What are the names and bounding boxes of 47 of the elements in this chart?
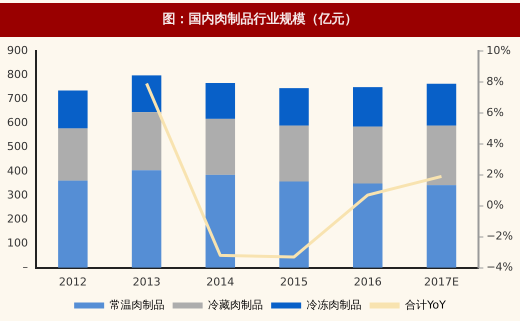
chart-title: 图：国内肉制品行业规模（亿元） xyxy=(0,3,520,37)
legend-label: 冷藏肉制品 xyxy=(208,298,264,312)
y2-tick-label: 2% xyxy=(486,168,504,181)
bar xyxy=(58,128,88,181)
bar xyxy=(206,174,236,268)
x-tick-label: 2016 xyxy=(354,275,382,288)
x-tick-label: 2015 xyxy=(280,275,308,288)
bar xyxy=(279,182,309,268)
y-tick-label: 600 xyxy=(6,116,28,130)
legend-label: 冷冻肉制品 xyxy=(306,298,362,312)
y-tick-label: 300 xyxy=(6,188,28,202)
bar xyxy=(426,84,456,126)
bar xyxy=(206,118,236,175)
y-tick-label: 500 xyxy=(6,140,28,154)
x-tick-label: 2014 xyxy=(206,275,234,288)
x-tick-label: 2017E xyxy=(424,275,459,288)
x-tick-label: 2013 xyxy=(132,275,161,288)
bar xyxy=(353,87,382,127)
y2-tick-label: 4% xyxy=(486,136,504,150)
bar xyxy=(426,185,456,268)
y2-tick-label: 10% xyxy=(486,44,511,57)
y2-tick-label: 6% xyxy=(486,106,504,119)
bar xyxy=(279,88,309,126)
y-tick-label: 100 xyxy=(6,236,28,250)
y-tick-label: 900 xyxy=(6,44,28,57)
bar xyxy=(353,126,382,184)
y-tick-label: – xyxy=(22,260,28,274)
legend-label: 常温肉制品 xyxy=(110,298,165,312)
y-tick-label: 700 xyxy=(6,92,28,106)
y2-tick-label: 0% xyxy=(486,198,504,212)
y2-tick-label: −2% xyxy=(486,230,514,243)
bar xyxy=(58,90,88,128)
y2-tick-label: −4% xyxy=(486,260,514,274)
bar xyxy=(132,75,162,112)
bar xyxy=(132,112,162,170)
bar xyxy=(279,126,309,182)
legend-label: 合计YoY xyxy=(405,298,446,312)
bar xyxy=(426,126,456,186)
y2-tick-label: 8% xyxy=(486,74,504,88)
bar xyxy=(58,180,88,268)
x-tick-label: 2012 xyxy=(58,275,87,288)
bar xyxy=(132,170,162,268)
y-tick-label: 200 xyxy=(6,212,28,226)
bar xyxy=(206,83,236,119)
bar xyxy=(353,183,382,268)
y-tick-label: 800 xyxy=(6,68,28,81)
y-tick-label: 400 xyxy=(6,164,28,178)
